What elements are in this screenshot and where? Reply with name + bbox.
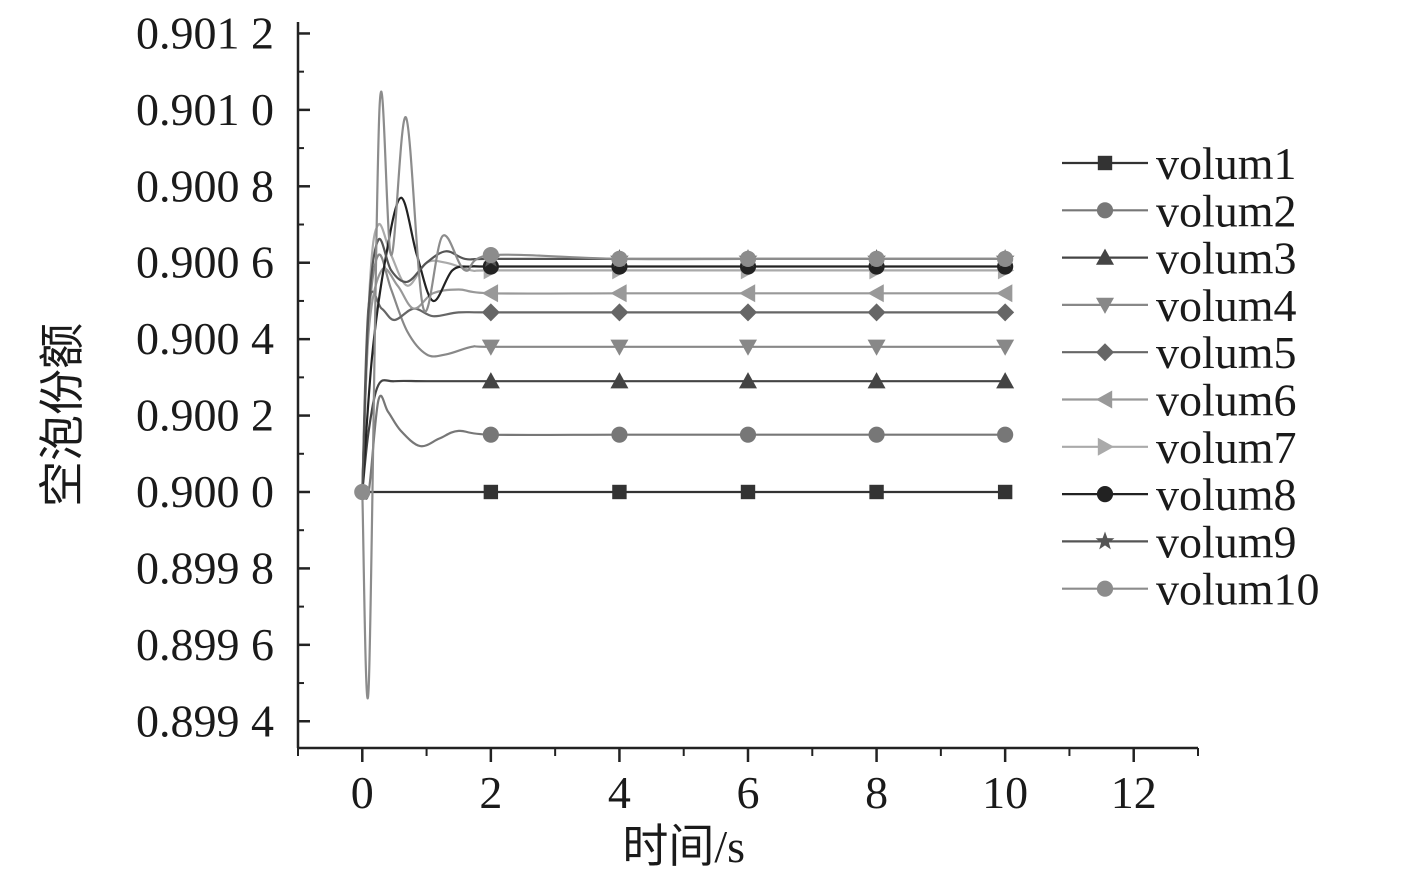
data-point <box>612 485 626 499</box>
data-point <box>739 284 755 302</box>
data-point <box>611 427 627 443</box>
legend-label: volum4 <box>1156 280 1297 331</box>
legend-label: volum8 <box>1156 469 1297 520</box>
series-lines <box>354 92 1014 699</box>
x-tick-label: 0 <box>351 767 374 818</box>
series-line <box>362 239 1005 492</box>
data-point <box>739 303 757 321</box>
data-point <box>998 485 1012 499</box>
axes: 0.899 4 0.899 6 0.899 8 0.900 0 0.900 2 0.900… <box>136 7 1198 818</box>
data-point <box>868 303 886 321</box>
data-point <box>740 427 756 443</box>
legend-label: volum3 <box>1156 233 1297 284</box>
data-point <box>483 427 499 443</box>
data-point <box>482 284 498 302</box>
legend-marker <box>1096 343 1114 361</box>
data-point <box>741 485 755 499</box>
legend-item-volum5: volum5 <box>1062 327 1297 378</box>
data-point <box>869 485 883 499</box>
x-axis-title: 时间/s <box>622 821 745 869</box>
y-tick-label: 0.900 4 <box>136 313 274 364</box>
legend-item-volum9: volum9 <box>1062 516 1297 567</box>
data-point <box>610 303 628 321</box>
legend-marker <box>1096 391 1112 409</box>
y-tick-label: 0.900 8 <box>136 160 274 211</box>
legend-label: volum6 <box>1156 375 1297 426</box>
legend-label: volum10 <box>1156 564 1320 615</box>
legend-item-volum2: volum2 <box>1062 185 1297 236</box>
x-tick-label: 8 <box>865 767 888 818</box>
series-line <box>362 198 1005 492</box>
series-volum1 <box>358 485 1013 499</box>
data-point <box>611 251 627 267</box>
legend-item-volum8: volum8 <box>1062 469 1297 520</box>
legend-item-volum4: volum4 <box>1062 280 1297 331</box>
legend-marker <box>1097 581 1113 597</box>
y-tick-label: 0.899 6 <box>136 619 274 670</box>
legend-marker <box>1098 156 1112 170</box>
x-tick-label: 2 <box>479 767 502 818</box>
y-tick-label: 0.900 0 <box>136 466 274 517</box>
y-tick-label: 0.899 8 <box>136 542 274 593</box>
series-line <box>362 224 1005 492</box>
start-point <box>354 484 370 500</box>
legend-item-volum6: volum6 <box>1062 375 1297 426</box>
data-point <box>740 251 756 267</box>
legend-marker <box>1096 532 1115 550</box>
data-point <box>484 485 498 499</box>
legend-label: volum1 <box>1156 138 1297 189</box>
legend-marker <box>1097 486 1113 502</box>
y-tick-label: 0.901 2 <box>136 7 274 58</box>
data-point <box>996 303 1014 321</box>
y-tick-label: 0.900 6 <box>136 237 274 288</box>
series-volum3 <box>362 372 1014 492</box>
data-point <box>868 251 884 267</box>
series-line <box>362 292 1005 492</box>
legend-label: volum9 <box>1156 516 1297 567</box>
series-volum10 <box>362 92 1013 699</box>
data-point <box>868 284 884 302</box>
series-volum9 <box>362 239 1014 492</box>
x-tick-label: 12 <box>1111 767 1157 818</box>
data-point <box>996 284 1012 302</box>
x-tick-label: 6 <box>737 767 760 818</box>
data-point <box>997 427 1013 443</box>
legend-item-volum7: volum7 <box>1062 422 1297 473</box>
x-tick-label: 4 <box>608 767 631 818</box>
legend-item-volum10: volum10 <box>1062 564 1320 615</box>
series-line <box>362 396 1005 499</box>
data-point <box>483 247 499 263</box>
series-volum2 <box>362 396 1013 499</box>
series-volum5 <box>362 292 1014 492</box>
data-point <box>997 251 1013 267</box>
y-tick-label: 0.900 2 <box>136 390 274 441</box>
series-volum8 <box>362 198 1013 492</box>
y-tick-label: 0.899 4 <box>136 695 274 746</box>
series-line <box>362 380 1005 492</box>
legend-marker <box>1098 438 1114 456</box>
data-point <box>482 303 500 321</box>
data-point <box>868 427 884 443</box>
legend-label: volum7 <box>1156 422 1297 473</box>
legend-label: volum5 <box>1156 327 1297 378</box>
series-line <box>362 92 1005 699</box>
legend-label: volum2 <box>1156 185 1297 236</box>
legend-marker <box>1097 202 1113 218</box>
legend: volum1volum2volum3volum4volum5volum6volu… <box>1062 138 1320 615</box>
y-axis-title: 空泡份额 <box>37 323 88 507</box>
x-tick-label: 10 <box>982 767 1028 818</box>
legend-item-volum1: volum1 <box>1062 138 1297 189</box>
data-point <box>610 284 626 302</box>
y-tick-label: 0.901 0 <box>136 84 274 135</box>
legend-item-volum3: volum3 <box>1062 233 1297 284</box>
